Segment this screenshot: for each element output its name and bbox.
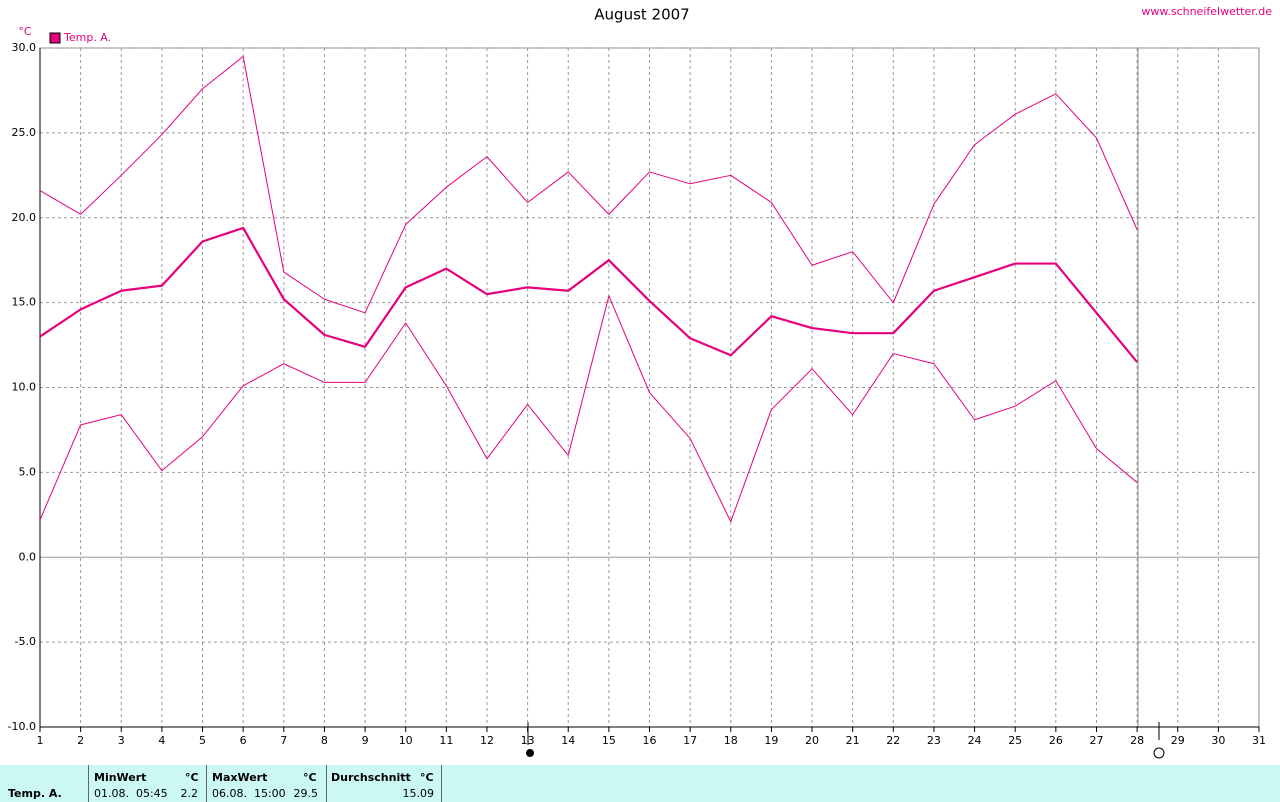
x-tick-label: 26	[1049, 734, 1063, 747]
x-tick-label: 11	[439, 734, 453, 747]
series-line	[39, 226, 1138, 363]
y-tick-label: -10.0	[8, 720, 36, 733]
header: Durchschnitt	[331, 771, 411, 784]
separator	[326, 765, 327, 802]
unit: °C	[420, 771, 434, 784]
x-tick-label: 29	[1171, 734, 1185, 747]
source: www.schneifelwetter.de	[1141, 5, 1272, 18]
value: 15.09	[402, 787, 435, 800]
x-tick-label: 6	[240, 734, 247, 747]
series-line	[39, 55, 1138, 314]
y-tick-label: 25.0	[12, 126, 37, 139]
header: MinWert	[94, 771, 147, 784]
chart: August 2007 www.schneifelwetter.de °C Te…	[8, 5, 1272, 759]
x-tick-label: 19	[764, 734, 778, 747]
x-tick-label: 4	[158, 734, 165, 747]
y-tick-label: -5.0	[15, 635, 36, 648]
x-tick-label: 20	[805, 734, 819, 747]
y-tick-label: 15.0	[12, 296, 37, 309]
stats-table: Temp. A. MinWert °C 01.08. 05:45 2.2 Max…	[0, 765, 1280, 802]
x-tick-label: 28	[1130, 734, 1144, 747]
x-tick-label: 10	[399, 734, 413, 747]
x-tick-label: 17	[683, 734, 697, 747]
x-tick-label: 12	[480, 734, 494, 747]
full-moon	[1153, 747, 1165, 759]
x-tick-label: 22	[886, 734, 900, 747]
y-tick-label: 10.0	[12, 381, 37, 394]
time: 01.08. 05:45	[94, 787, 168, 800]
x-tick-label: 5	[199, 734, 206, 747]
x-tick-label: 30	[1211, 734, 1225, 747]
time: 06.08. 15:00	[212, 787, 286, 800]
y-tick-label: 0.0	[19, 550, 37, 563]
x-tick-label: 23	[927, 734, 941, 747]
x-tick-label: 16	[643, 734, 657, 747]
x-tick-label: 15	[602, 734, 616, 747]
x-tick-label: 2	[77, 734, 84, 747]
x-tick-label: 9	[362, 734, 369, 747]
x-tick-label: 21	[846, 734, 860, 747]
x-tick-label: 24	[968, 734, 982, 747]
x-tick-label: 27	[1089, 734, 1103, 747]
x-tick-label: 3	[118, 734, 125, 747]
separator	[441, 765, 442, 802]
row-label: Temp. A.	[8, 787, 62, 800]
legend-label: Temp. A.	[63, 31, 111, 44]
x-tick-label: 31	[1252, 734, 1266, 747]
new-moon	[526, 749, 534, 757]
x-tick-label: 25	[1008, 734, 1022, 747]
x-tick-label: 18	[724, 734, 738, 747]
series-line	[39, 295, 1138, 523]
legend-swatch	[49, 32, 61, 44]
chart-title: August 2007	[594, 6, 689, 24]
x-tick-label: 8	[321, 734, 328, 747]
x-tick-label: 14	[561, 734, 575, 747]
x-tick-label: 13	[521, 734, 535, 747]
y-tick-label: 30.0	[12, 41, 37, 54]
value: 29.5	[293, 787, 319, 800]
y-tick-label: 20.0	[12, 211, 37, 224]
x-tick-label: 7	[280, 734, 287, 747]
unit: °C	[185, 771, 199, 784]
separator	[88, 765, 89, 802]
header: MaxWert	[212, 771, 268, 784]
value: 2.2	[180, 787, 199, 800]
y-tick-label: 5.0	[19, 465, 37, 478]
y-axis-label: °C	[18, 25, 32, 38]
separator	[206, 765, 207, 802]
unit: °C	[303, 771, 317, 784]
x-tick-label: 1	[37, 734, 44, 747]
